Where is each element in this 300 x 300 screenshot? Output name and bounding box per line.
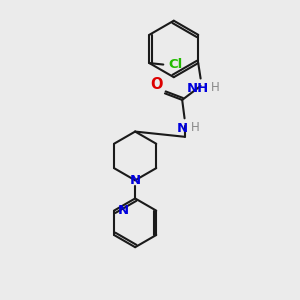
Text: N: N bbox=[177, 122, 188, 135]
Text: Cl: Cl bbox=[169, 58, 183, 71]
Text: NH: NH bbox=[187, 82, 209, 95]
Text: O: O bbox=[150, 77, 163, 92]
Text: H: H bbox=[190, 121, 199, 134]
Text: N: N bbox=[118, 204, 129, 217]
Text: H: H bbox=[210, 82, 219, 94]
Text: N: N bbox=[130, 174, 141, 187]
